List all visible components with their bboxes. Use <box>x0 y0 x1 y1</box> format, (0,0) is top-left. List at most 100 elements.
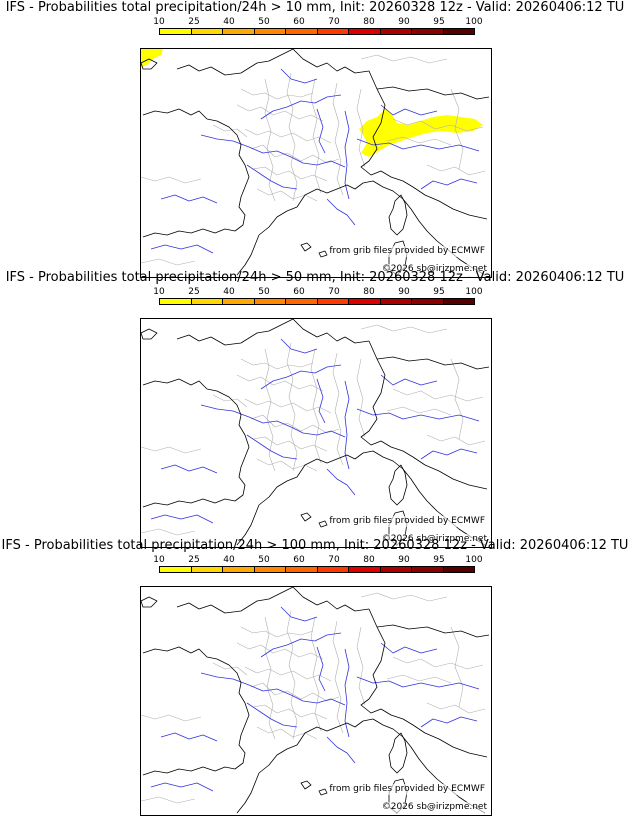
river <box>280 68 318 84</box>
river <box>150 782 214 792</box>
river <box>326 198 356 226</box>
river <box>380 104 438 116</box>
colorbar-tick: 95 <box>433 555 445 565</box>
coastline <box>292 587 370 612</box>
river <box>420 448 478 460</box>
coastline <box>142 378 250 508</box>
map-frame: from grib files provided by ECMWF ©2026 … <box>140 318 492 548</box>
colorbar-tick: 60 <box>293 287 305 297</box>
colorbar-segment <box>254 567 286 572</box>
island <box>141 328 158 340</box>
copyright-credit: ©2026 sb@irizpme.net <box>381 264 487 275</box>
island <box>318 520 328 528</box>
colorbar-tick: 25 <box>188 555 200 565</box>
admin-boundary <box>426 434 486 446</box>
colorbar-segment <box>349 567 381 572</box>
river <box>420 178 478 190</box>
forecast-panel-50mm: IFS - Probabilities total precipitation/… <box>0 270 630 548</box>
island <box>141 58 158 70</box>
source-credit: from grib files provided by ECMWF <box>329 784 485 795</box>
admin-boundary <box>240 358 314 370</box>
colorbar-ticks: 10 25 40 50 60 70 80 90 95 100 <box>152 555 482 565</box>
colorbar-tick: 50 <box>258 287 270 297</box>
colorbar-tick: 70 <box>328 17 340 27</box>
colorbar-tick: 50 <box>258 555 270 565</box>
admin-boundary <box>332 352 344 466</box>
coastline <box>376 356 490 370</box>
river <box>420 716 478 728</box>
admin-boundary <box>141 528 196 536</box>
island <box>318 788 328 796</box>
colorbar-tick: 40 <box>223 17 235 27</box>
colorbar-tick: 80 <box>363 555 375 565</box>
island <box>388 464 408 506</box>
admin-boundary <box>141 714 202 722</box>
colorbar-segment <box>160 29 192 34</box>
coastline <box>176 49 294 76</box>
colorbar <box>159 28 475 35</box>
admin-boundary <box>356 626 366 706</box>
river <box>246 702 298 728</box>
colorbar-segment <box>223 29 255 34</box>
river <box>326 468 356 496</box>
admin-boundary <box>250 682 340 702</box>
island <box>141 596 158 608</box>
admin-boundary <box>256 458 318 472</box>
colorbar-segment <box>380 299 412 304</box>
colorbar-segment <box>254 29 286 34</box>
colorbar-tick: 70 <box>328 287 340 297</box>
colorbar-tick: 10 <box>153 287 165 297</box>
river <box>246 164 298 190</box>
colorbar-tick: 70 <box>328 555 340 565</box>
admin-boundary <box>141 176 202 184</box>
admin-boundary <box>244 398 332 414</box>
admin-boundary <box>286 72 298 202</box>
colorbar-tick: 60 <box>293 555 305 565</box>
forecast-panel-10mm: IFS - Probabilities total precipitation/… <box>0 0 630 278</box>
colorbar-tick: 25 <box>188 17 200 27</box>
river <box>290 426 346 438</box>
colorbar-segment <box>349 29 381 34</box>
colorbar-tick: 25 <box>188 287 200 297</box>
river <box>316 108 326 154</box>
admin-boundary <box>450 626 464 708</box>
colorbar-tick: 40 <box>223 555 235 565</box>
colorbar-segment <box>317 567 349 572</box>
colorbar-tick: 95 <box>433 17 445 27</box>
river <box>290 156 346 168</box>
colorbar-segment <box>443 299 474 304</box>
island <box>300 512 312 522</box>
colorbar-tick: 10 <box>153 17 165 27</box>
admin-boundary <box>250 414 340 434</box>
colorbar-segment <box>254 299 286 304</box>
source-credit: from grib files provided by ECMWF <box>329 246 485 257</box>
river <box>246 434 298 460</box>
coastline <box>360 340 488 490</box>
admin-boundary <box>141 258 196 266</box>
river <box>316 378 326 424</box>
forecast-panel-100mm: IFS - Probabilities total precipitation/… <box>0 538 630 816</box>
admin-boundary <box>450 88 464 170</box>
colorbar-segment <box>286 299 318 304</box>
colorbar-segment <box>412 29 444 34</box>
probability-area <box>141 49 163 67</box>
coastline <box>292 319 370 344</box>
colorbar-segment <box>412 567 444 572</box>
admin-boundary <box>244 128 332 144</box>
colorbar-tick: 80 <box>363 287 375 297</box>
island <box>318 250 328 258</box>
colorbar-segment <box>317 29 349 34</box>
colorbar <box>159 566 475 573</box>
river <box>260 94 342 120</box>
colorbar-segment <box>223 567 255 572</box>
coastline <box>258 450 486 546</box>
colorbar-segment <box>443 567 474 572</box>
coastline <box>258 180 486 276</box>
island <box>388 194 408 236</box>
admin-boundary <box>252 166 328 182</box>
colorbar-segment <box>191 299 223 304</box>
river <box>380 642 438 654</box>
admin-boundary <box>252 704 328 720</box>
admin-boundary <box>310 616 322 732</box>
admin-boundary <box>236 642 324 660</box>
